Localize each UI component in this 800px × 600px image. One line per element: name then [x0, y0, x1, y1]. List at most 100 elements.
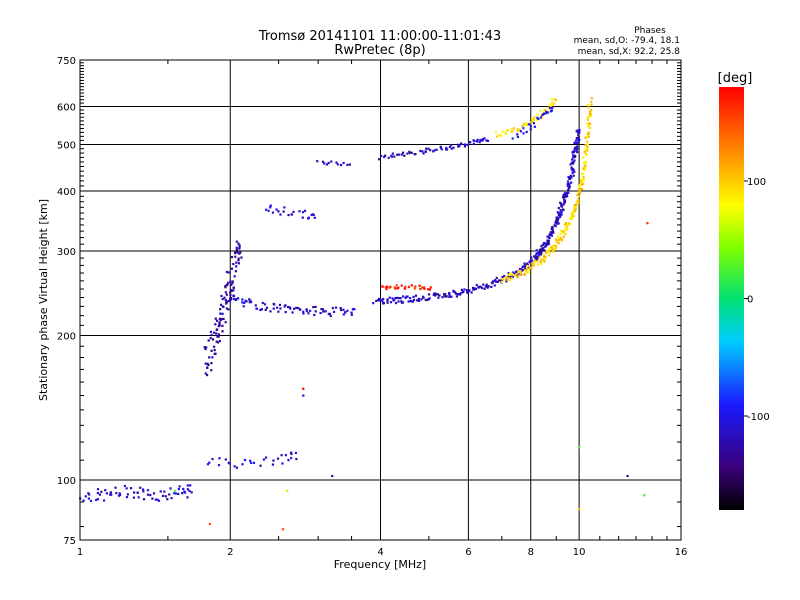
data-point	[563, 192, 567, 195]
data-point	[301, 216, 304, 219]
data-point	[421, 150, 424, 153]
data-point	[207, 339, 210, 342]
data-point	[283, 305, 286, 308]
data-point	[573, 170, 576, 173]
data-point	[500, 134, 503, 137]
data-point	[504, 131, 507, 134]
data-point	[161, 494, 165, 498]
data-point	[519, 130, 522, 133]
data-point	[415, 299, 419, 302]
data-point	[533, 116, 536, 119]
data-point	[511, 130, 514, 133]
data-point	[549, 106, 552, 110]
data-point	[493, 284, 496, 287]
data-point	[224, 298, 227, 302]
data-point	[425, 147, 428, 150]
data-point	[265, 208, 268, 211]
data-point	[557, 222, 560, 225]
data-point	[330, 160, 333, 163]
data-point	[529, 121, 532, 124]
data-point	[535, 249, 538, 252]
data-point	[572, 174, 575, 177]
data-point	[479, 138, 482, 142]
data-point	[546, 239, 549, 243]
data-point	[186, 488, 190, 491]
data-point	[566, 183, 569, 186]
data-point	[234, 255, 237, 258]
data-point	[433, 149, 436, 152]
data-point	[313, 216, 316, 219]
data-point	[508, 279, 511, 282]
data-point	[460, 291, 463, 295]
data-point	[551, 103, 555, 107]
data-point	[311, 213, 314, 216]
data-point	[510, 127, 513, 131]
data-point	[450, 295, 453, 298]
data-point	[82, 499, 85, 502]
data-point	[353, 308, 356, 311]
data-point	[493, 279, 496, 283]
data-point	[498, 133, 501, 137]
data-point	[221, 312, 224, 315]
data-point	[118, 493, 122, 497]
data-point	[511, 275, 515, 278]
data-point	[553, 224, 556, 227]
data-point	[406, 152, 409, 155]
data-point	[508, 272, 512, 275]
data-point	[564, 195, 567, 198]
data-point	[397, 300, 400, 303]
data-point	[565, 195, 569, 198]
data-point	[544, 255, 547, 258]
data-point	[230, 267, 234, 270]
data-point	[225, 270, 228, 274]
data-point	[523, 262, 526, 265]
data-point	[566, 180, 570, 183]
data-point	[533, 125, 536, 128]
data-point	[283, 206, 286, 209]
x-tick-label: 2	[227, 547, 233, 558]
data-point	[208, 356, 211, 359]
data-point	[419, 149, 422, 153]
data-point	[588, 110, 592, 114]
data-point	[490, 285, 493, 288]
data-point	[173, 489, 177, 492]
data-point	[574, 203, 578, 207]
data-points	[79, 97, 649, 531]
data-point	[207, 363, 210, 367]
data-point	[463, 288, 466, 291]
data-point	[516, 133, 519, 136]
data-point	[445, 148, 449, 151]
data-point	[95, 498, 98, 502]
data-point	[544, 242, 547, 245]
data-point	[586, 145, 589, 149]
data-point	[515, 272, 518, 276]
data-point	[301, 211, 305, 214]
y-tick-label: 100	[57, 476, 76, 487]
data-point	[582, 176, 585, 179]
data-point	[501, 280, 504, 283]
data-point	[215, 340, 218, 343]
data-point	[327, 161, 330, 165]
data-point	[218, 324, 221, 327]
data-point	[537, 253, 541, 256]
data-point	[184, 491, 187, 494]
data-point	[84, 495, 87, 498]
data-point	[529, 260, 532, 263]
data-point	[466, 291, 469, 295]
data-point	[220, 294, 223, 298]
data-point	[496, 280, 499, 283]
stats-line-x: mean, sd,X: 92.2, 25.8	[578, 47, 681, 57]
data-point	[294, 451, 297, 455]
data-point	[213, 345, 216, 348]
data-point	[522, 127, 525, 130]
data-point	[538, 251, 541, 254]
data-point	[517, 270, 520, 273]
data-point	[154, 498, 157, 501]
data-point	[571, 214, 574, 217]
data-point	[576, 148, 579, 151]
data-point	[291, 311, 294, 314]
data-point	[570, 166, 573, 169]
data-point	[401, 295, 405, 298]
data-point	[417, 299, 421, 302]
data-point	[542, 247, 545, 251]
